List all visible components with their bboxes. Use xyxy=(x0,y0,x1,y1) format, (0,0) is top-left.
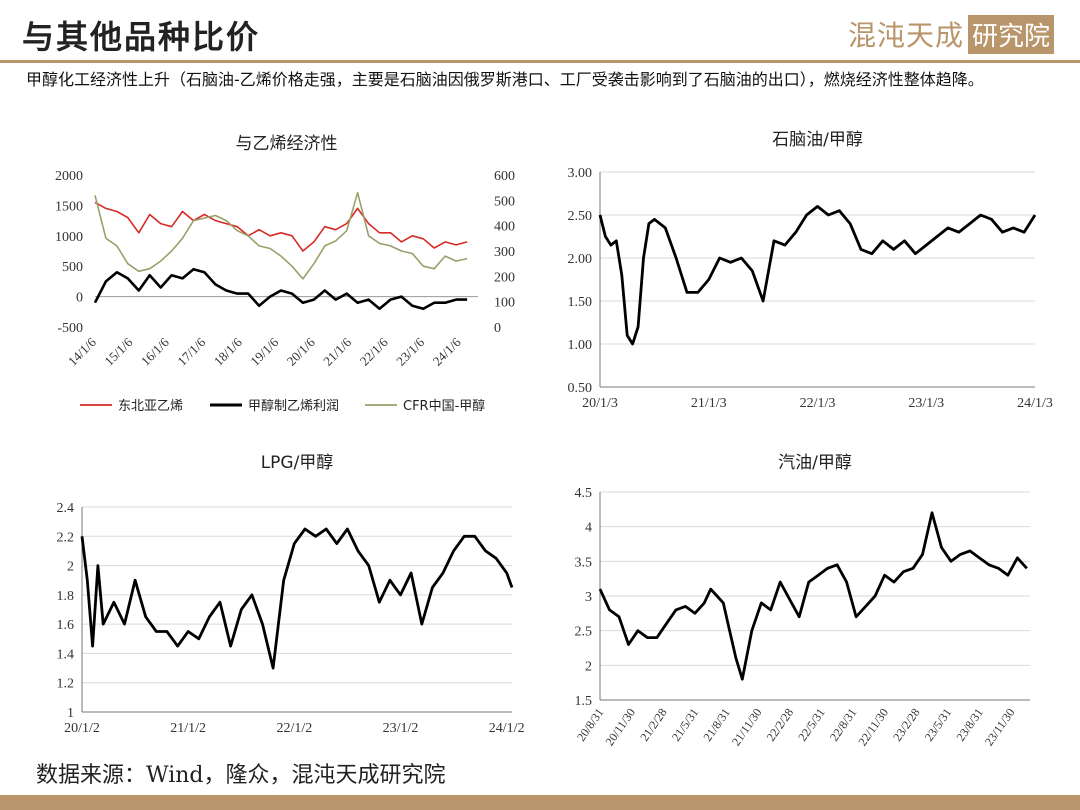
y-tick-label: 2.4 xyxy=(57,501,75,516)
x-tick-label: 20/11/30 xyxy=(602,706,638,749)
series-line xyxy=(93,267,468,311)
x-tick-label: 20/1/6 xyxy=(284,334,318,368)
y-tick-label: 2.2 xyxy=(57,530,75,545)
footer-bar xyxy=(0,795,1080,810)
x-tick-label: 15/1/6 xyxy=(101,334,135,368)
y-right-tick-label: 600 xyxy=(494,169,515,184)
x-tick-label: 20/8/31 xyxy=(574,706,607,744)
y-tick-label: 1.4 xyxy=(57,647,75,662)
x-tick-label: 21/1/2 xyxy=(170,721,206,736)
legend-label: CFR中国-甲醇 xyxy=(403,398,485,414)
x-tick-label: 22/1/3 xyxy=(800,396,836,411)
y-left-tick-label: 0 xyxy=(76,291,83,306)
y-right-tick-label: 0 xyxy=(494,321,501,336)
y-right-tick-label: 200 xyxy=(494,270,515,285)
y-left-tick-label: 1000 xyxy=(55,230,83,245)
y-tick-label: 2 xyxy=(585,659,592,674)
y-tick-label: 1.6 xyxy=(57,618,75,633)
y-right-tick-label: 300 xyxy=(494,245,515,260)
x-tick-label: 21/2/28 xyxy=(637,706,670,744)
x-tick-label: 21/1/3 xyxy=(691,396,727,411)
y-tick-label: 4 xyxy=(585,521,592,536)
y-tick-label: 3.00 xyxy=(568,166,593,181)
y-left-tick-label: -500 xyxy=(57,321,83,336)
y-left-tick-label: 1500 xyxy=(55,199,83,214)
logo-box: 研究院 xyxy=(967,14,1054,54)
y-tick-label: 2 xyxy=(67,560,74,575)
legend-label: 东北亚乙烯 xyxy=(118,399,183,414)
data-source: 数据来源：Wind，隆众，混沌天成研究院 xyxy=(36,763,446,788)
company-logo: 混沌天成 研究院 xyxy=(848,14,1054,54)
series-line xyxy=(598,205,1037,346)
x-tick-label: 23/1/2 xyxy=(383,721,419,736)
y-tick-label: 2.50 xyxy=(568,209,593,224)
x-tick-label: 22/5/31 xyxy=(795,706,828,744)
y-right-tick-label: 100 xyxy=(494,296,515,311)
x-tick-label: 20/1/2 xyxy=(64,721,100,736)
x-tick-label: 21/8/31 xyxy=(700,706,733,744)
y-tick-label: 0.50 xyxy=(568,381,593,396)
y-tick-label: 1.00 xyxy=(568,338,593,353)
y-tick-label: 1.8 xyxy=(57,589,75,604)
x-tick-label: 23/1/6 xyxy=(393,334,427,368)
y-tick-label: 1.50 xyxy=(568,295,593,310)
x-tick-label: 23/5/31 xyxy=(922,706,955,744)
x-tick-label: 23/11/30 xyxy=(982,706,1018,749)
lpg-methanol-chart: LPG/甲醇 2.4 2.2 2 1.8 1.6 1.4 1.2 120/1/2 21/1/2 22… xyxy=(57,453,525,736)
y-tick-label: 3.5 xyxy=(575,555,593,570)
series-line xyxy=(94,191,468,280)
x-tick-label: 21/5/31 xyxy=(669,706,702,744)
x-tick-label: 17/1/6 xyxy=(174,334,208,368)
x-tick-label: 21/11/30 xyxy=(729,706,765,749)
x-tick-label: 19/1/6 xyxy=(247,334,281,368)
y-right-tick-label: 400 xyxy=(494,220,515,235)
x-tick-label: 22/8/31 xyxy=(827,706,860,744)
series-line xyxy=(80,527,514,670)
legend-label: 甲醇制乙烯利润 xyxy=(248,398,339,414)
x-tick-label: 22/1/2 xyxy=(276,721,312,736)
x-tick-label: 21/1/6 xyxy=(320,334,354,368)
y-tick-label: 2.5 xyxy=(575,625,593,640)
x-tick-label: 22/2/28 xyxy=(764,706,797,744)
y-tick-label: 3 xyxy=(585,590,592,605)
y-tick-label: 1 xyxy=(67,706,74,721)
chart-title: 与乙烯经济性 xyxy=(236,134,338,154)
series-line xyxy=(94,201,468,252)
x-tick-label: 23/2/28 xyxy=(890,706,923,744)
title-divider xyxy=(0,60,1080,63)
series-line xyxy=(598,511,1028,681)
y-left-tick-label: 500 xyxy=(62,260,83,275)
y-right-tick-label: 500 xyxy=(494,194,515,209)
y-tick-label: 2.00 xyxy=(568,252,593,267)
chart-title: 石脑油/甲醇 xyxy=(772,130,863,150)
x-tick-label: 14/1/6 xyxy=(65,334,99,368)
x-tick-label: 22/11/30 xyxy=(855,706,891,749)
x-tick-label: 23/8/31 xyxy=(953,706,986,744)
y-tick-label: 1.2 xyxy=(57,677,75,692)
page-title: 与其他品种比价 xyxy=(22,18,261,56)
x-tick-label: 24/1/6 xyxy=(430,334,464,368)
x-tick-label: 23/1/3 xyxy=(908,396,944,411)
x-tick-label: 20/1/3 xyxy=(582,396,618,411)
x-tick-label: 24/1/3 xyxy=(1017,396,1053,411)
chart-title: LPG/甲醇 xyxy=(261,453,334,473)
chart-title: 汽油/甲醇 xyxy=(778,453,852,473)
ethylene-economics-chart: 与乙烯经济性2000150010005000-50060050040030020… xyxy=(55,134,515,414)
x-tick-label: 16/1/6 xyxy=(138,334,172,368)
x-tick-label: 22/1/6 xyxy=(357,334,391,368)
y-left-tick-label: 2000 xyxy=(55,169,83,184)
y-tick-label: 1.5 xyxy=(575,694,593,709)
description-text: 甲醇化工经济性上升（石脑油-乙烯价格走强，主要是石脑油因俄罗斯港口、工厂受袭击影… xyxy=(26,70,984,89)
x-tick-label: 18/1/6 xyxy=(211,334,245,368)
x-tick-label: 24/1/2 xyxy=(489,721,525,736)
y-tick-label: 4.5 xyxy=(575,486,593,501)
logo-text: 混沌天成 xyxy=(847,19,964,52)
